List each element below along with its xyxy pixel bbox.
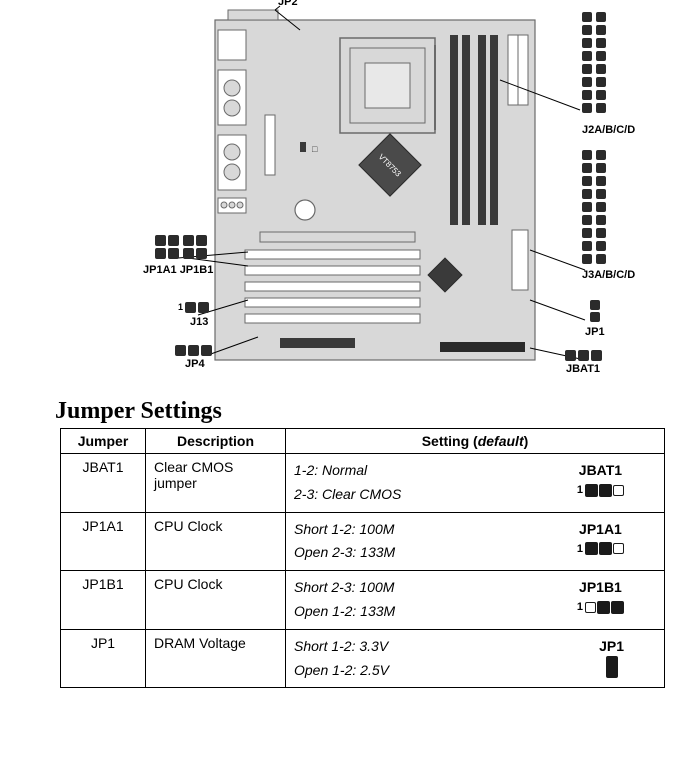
pin-icon	[613, 485, 624, 496]
cell-setting: Short 1-2: 100MOpen 2-3: 133MJP1A11	[286, 512, 665, 571]
label-jp2: JP2	[278, 0, 298, 8]
cell-setting: Short 2-3: 100MOpen 1-2: 133MJP1B11	[286, 571, 665, 630]
th-setting: Setting (default)	[286, 429, 665, 454]
label-jp4: JP4	[185, 358, 205, 370]
cell-description: CPU Clock	[146, 512, 286, 571]
cell-description: CPU Clock	[146, 571, 286, 630]
jumper-pins-icon: 1	[577, 542, 624, 555]
pin-icon	[606, 656, 618, 678]
pin-icon	[599, 484, 612, 497]
th-description: Description	[146, 429, 286, 454]
label-j3: J3A/B/C/D	[582, 269, 635, 281]
pin-icon	[599, 542, 612, 555]
jumper-visual: JP1A1 1	[577, 521, 624, 556]
label-j13: J13	[190, 316, 208, 328]
jumper-visual: JP1	[599, 638, 624, 678]
cell-jumper: JP1A1	[61, 512, 146, 571]
jumper-pins-icon: 1	[577, 484, 624, 497]
th-setting-close: )	[524, 433, 529, 449]
th-jumper: Jumper	[61, 429, 146, 454]
svg-text:1: 1	[178, 302, 183, 312]
pin-icon	[597, 601, 610, 614]
label-jp1: JP1	[585, 326, 605, 338]
label-jp1a1-jp1b1: JP1A1 JP1B1	[143, 264, 213, 276]
pin1-mark: 1	[577, 484, 583, 496]
pin-icon	[585, 542, 598, 555]
jumper-settings-table: Jumper Description Setting (default) JBA…	[60, 428, 665, 688]
cell-description: Clear CMOS jumper	[146, 454, 286, 513]
table-row: JP1DRAM VoltageShort 1-2: 3.3VOpen 1-2: …	[61, 629, 665, 688]
jumper-visual-label: JP1	[599, 638, 624, 654]
th-setting-default: default	[478, 433, 524, 449]
jumper-visual-label: JBAT1	[577, 462, 624, 478]
jumper-visual-label: JP1A1	[577, 521, 624, 537]
table-row: JP1B1CPU ClockShort 2-3: 100MOpen 1-2: 1…	[61, 571, 665, 630]
section-title: Jumper Settings	[55, 398, 222, 425]
label-j2: J2A/B/C/D	[582, 124, 635, 136]
pin-icon	[585, 484, 598, 497]
jumper-pins-icon: 1	[577, 601, 624, 614]
pin1-mark: 1	[577, 601, 583, 613]
table-row: JBAT1Clear CMOS jumper1-2: Normal2-3: Cl…	[61, 454, 665, 513]
cell-setting: 1-2: Normal2-3: Clear CMOSJBAT11	[286, 454, 665, 513]
cell-jumper: JP1B1	[61, 571, 146, 630]
pin-icon	[585, 602, 596, 613]
jumper-visual-label: JP1B1	[577, 579, 624, 595]
motherboard-svg: VT8753 □	[150, 0, 640, 380]
cell-jumper: JP1	[61, 629, 146, 688]
pin1-mark: 1	[577, 543, 583, 555]
label-jbat1: JBAT1	[566, 363, 600, 375]
th-setting-text: Setting (	[422, 433, 478, 449]
cell-description: DRAM Voltage	[146, 629, 286, 688]
pin-icon	[611, 601, 624, 614]
motherboard-diagram: VT8753 □	[150, 0, 640, 380]
table-row: JP1A1CPU ClockShort 1-2: 100MOpen 2-3: 1…	[61, 512, 665, 571]
jumper-visual: JBAT1 1	[577, 462, 624, 497]
svg-text:□: □	[312, 144, 318, 154]
pin-icon	[613, 543, 624, 554]
cell-setting: Short 1-2: 3.3VOpen 1-2: 2.5VJP1	[286, 629, 665, 688]
cell-jumper: JBAT1	[61, 454, 146, 513]
jumper-visual: JP1B1 1	[577, 579, 624, 614]
